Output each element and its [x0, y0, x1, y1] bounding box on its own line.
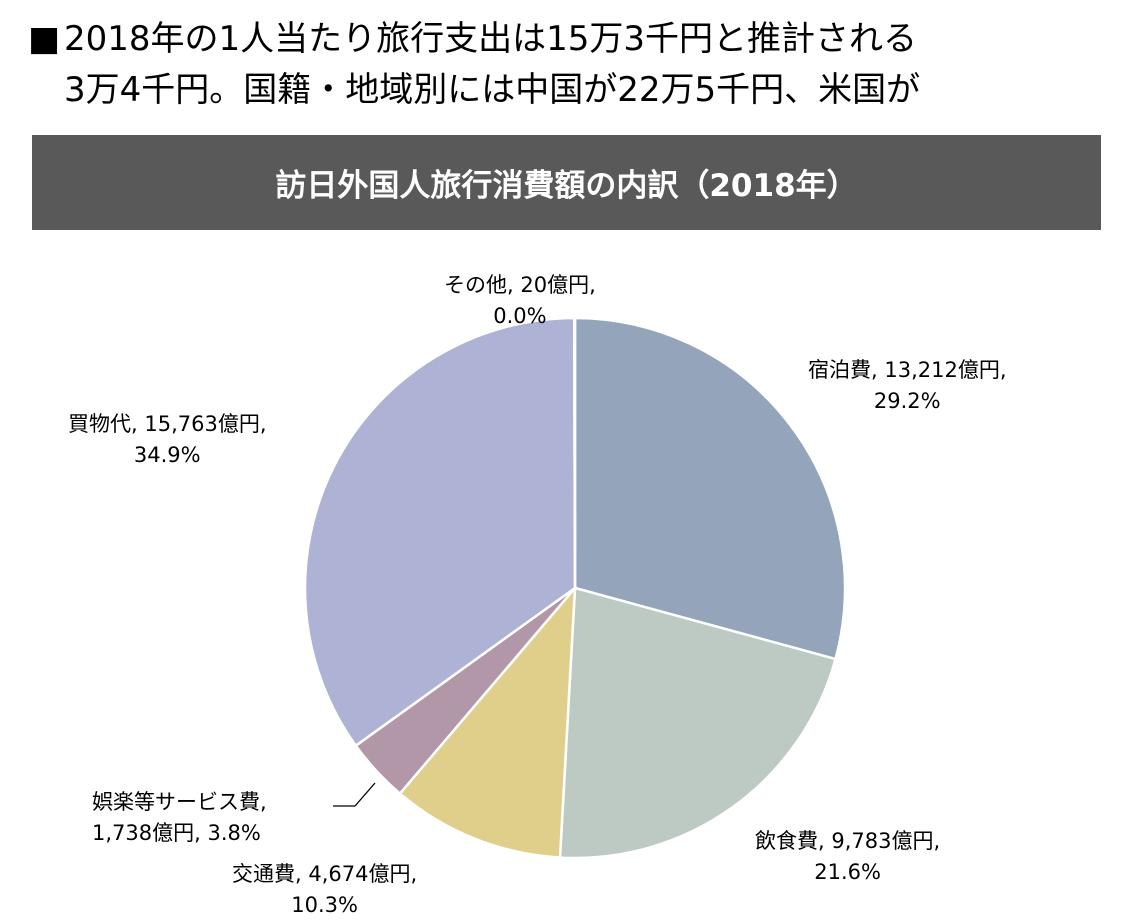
slice-label-percent: 34.9%: [133, 443, 201, 467]
slice-label-percent: 0.0%: [493, 304, 547, 328]
pie-slice-transport: [398, 584, 577, 859]
pie-slice-accommodation: [573, 316, 847, 661]
slice-label-value: 4,674億円: [308, 862, 411, 886]
leader-line-entertainment: [333, 782, 376, 807]
slice-label-percent: 3.8%: [207, 821, 261, 845]
slice-label-value: 13,212億円: [884, 358, 1000, 382]
slice-label-value: 20億円: [520, 273, 590, 297]
slice-label-value: 9,783億円: [831, 829, 934, 853]
slice-label-name: 交通費: [232, 862, 295, 886]
slice-label-value: 1,738億円: [92, 821, 195, 845]
slice-label-shopping: 買物代, 15,763億円, 34.9%: [68, 409, 267, 471]
pie-slice-shopping: [303, 316, 577, 748]
bullet-square-icon: ■: [28, 19, 61, 59]
slice-label-percent: 21.6%: [814, 860, 881, 884]
chart-title-bar: 訪日外国人旅行消費額の内訳（2018年）: [32, 135, 1101, 230]
slice-label-value: 15,763億円: [144, 412, 260, 436]
headline-text: ■ 2018年の1人当たり旅行支出は15万3千円と推計される 3万4千円。国籍・地…: [28, 14, 1125, 116]
headline-line-2: 3万4千円。国籍・地域別には中国が22万5千円、米国が: [64, 70, 921, 110]
slice-label-name: 買物代: [68, 412, 131, 436]
slice-label-entertainment: 娯楽等サービス費, 1,738億円, 3.8%: [92, 790, 267, 845]
slice-label-other: その他, 20億円, 0.0%: [444, 270, 596, 332]
slice-label-name: 飲食費: [755, 829, 818, 853]
slice-label-percent: 10.3%: [291, 893, 358, 917]
slice-label-name: 娯楽等サービス費: [92, 790, 260, 814]
slice-label-name: 宿泊費: [808, 358, 871, 382]
pie-slice-food: [558, 586, 838, 860]
chart-title: 訪日外国人旅行消費額の内訳（2018年）: [275, 168, 858, 204]
slice-label-accommodation: 宿泊費, 13,212億円, 29.2%: [808, 355, 1007, 417]
headline-line-1: 2018年の1人当たり旅行支出は15万3千円と推計される: [64, 19, 918, 59]
pie-slices: [303, 316, 847, 860]
slice-label-name: その他: [444, 273, 507, 297]
slice-label-food: 飲食費, 9,783億円, 21.6%: [755, 826, 940, 888]
pie-slice-other: [572, 316, 577, 589]
slice-label-percent: 29.2%: [873, 389, 941, 413]
slice-label-transport: 交通費, 4,674億円, 10.3%: [232, 859, 417, 921]
